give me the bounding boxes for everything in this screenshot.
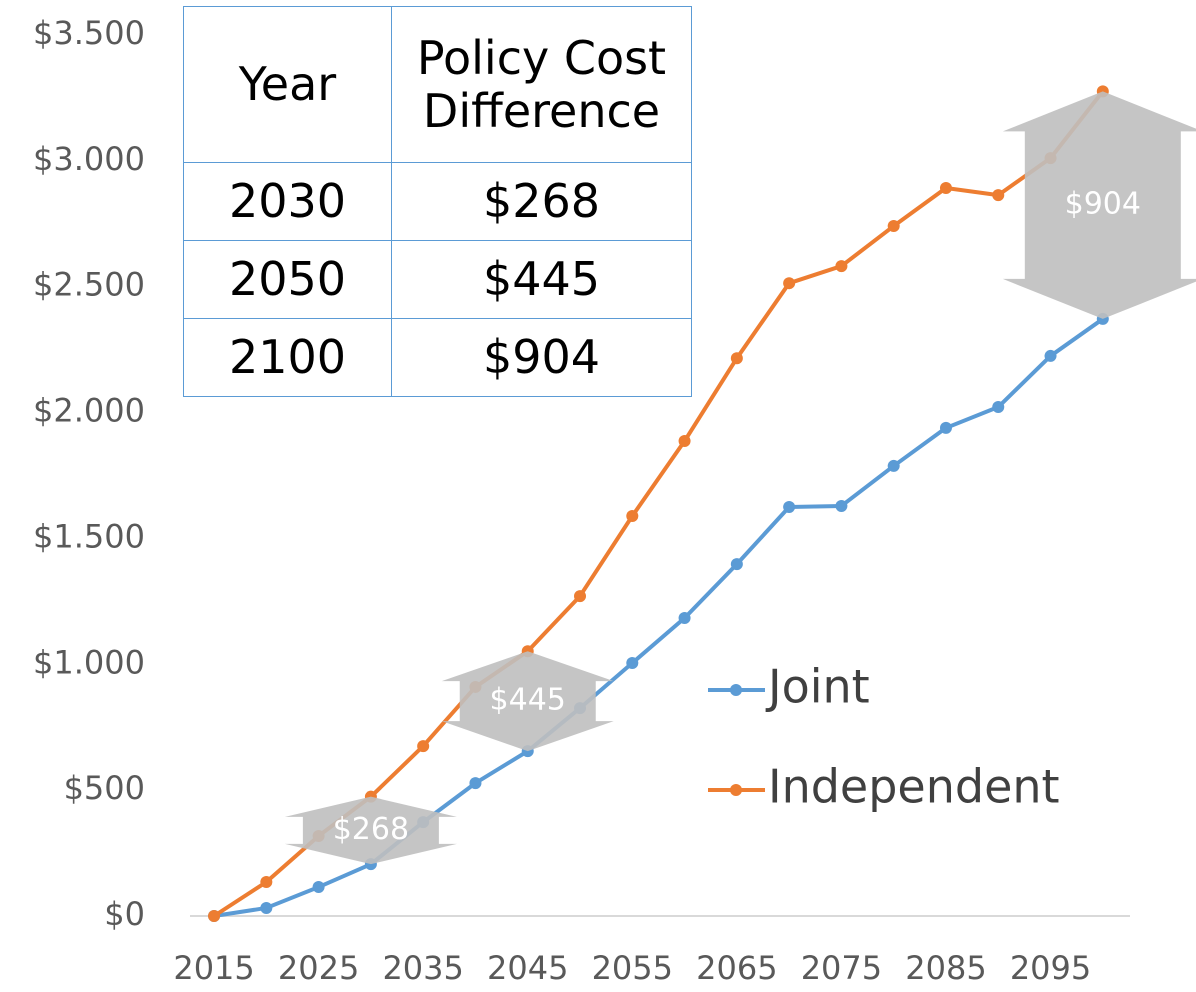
y-tick-label: $0 — [104, 895, 145, 933]
series-marker — [992, 189, 1005, 202]
series-marker — [626, 657, 639, 670]
table-cell: 2100 — [183, 318, 392, 397]
legend-marker — [730, 684, 742, 696]
series-marker — [574, 590, 587, 603]
y-tick-label: $2.500 — [33, 266, 145, 304]
series-marker — [887, 459, 900, 472]
series-marker — [678, 611, 691, 624]
cost-table: Year Policy Cost Difference 2030 $268 2050… — [183, 6, 692, 397]
y-tick-label: $2.000 — [33, 392, 145, 430]
table-cell: $445 — [391, 240, 692, 319]
series-marker — [417, 740, 430, 753]
y-tick-label: $3.000 — [33, 140, 145, 178]
annotation-label: $268 — [333, 812, 409, 847]
header-cell: Policy Cost Difference — [391, 6, 692, 163]
series-marker — [208, 910, 221, 922]
series-marker — [1044, 349, 1057, 362]
difference-arrow — [441, 651, 614, 752]
series-marker — [939, 421, 952, 434]
difference-arrow — [1002, 91, 1196, 319]
annotation-label: $445 — [490, 683, 566, 718]
table-row: 2030 $268 — [183, 162, 692, 241]
series-marker — [835, 260, 848, 273]
x-tick-label: 2075 — [801, 949, 882, 987]
x-tick-label: 2015 — [173, 949, 254, 987]
x-tick-label: 2055 — [592, 949, 673, 987]
x-tick-label: 2045 — [487, 949, 568, 987]
y-tick-label: $500 — [64, 769, 145, 807]
y-tick-label: $1.500 — [33, 517, 145, 555]
x-tick-label: 2085 — [905, 949, 986, 987]
table-row: 2100 $904 — [183, 318, 692, 397]
series-marker — [626, 510, 639, 523]
series-marker — [835, 499, 848, 512]
table-cell: 2050 — [183, 240, 392, 319]
series-marker — [783, 277, 796, 290]
table-cell: $268 — [391, 162, 692, 241]
series-marker — [783, 500, 796, 513]
y-tick-label: $3.500 — [33, 14, 145, 52]
legend-label: Joint — [765, 660, 870, 714]
table-header: Year Policy Cost Difference — [183, 6, 692, 163]
table-cell: 2030 — [183, 162, 392, 241]
annotation-label: $904 — [1065, 187, 1141, 222]
series-marker — [730, 352, 743, 365]
series-line — [213, 317, 1104, 918]
y-tick-label: $1.000 — [33, 643, 145, 681]
x-tick-label: 2095 — [1010, 949, 1091, 987]
table-cell: $904 — [391, 318, 692, 397]
series-marker — [260, 901, 273, 914]
series-marker — [260, 876, 273, 889]
x-tick-label: 2065 — [696, 949, 777, 987]
series-marker — [939, 182, 952, 195]
series-marker — [992, 401, 1005, 414]
header-cell: Year — [183, 6, 392, 163]
series-marker — [678, 435, 691, 448]
series-marker — [469, 777, 482, 790]
difference-arrow — [284, 796, 457, 865]
legend-marker — [730, 784, 742, 796]
legend-label: Independent — [768, 760, 1060, 814]
series-marker — [730, 558, 743, 571]
series-marker — [312, 881, 325, 894]
series-marker — [887, 220, 900, 233]
table-row: 2050 $445 — [183, 240, 692, 319]
x-tick-label: 2035 — [382, 949, 463, 987]
x-tick-label: 2025 — [278, 949, 359, 987]
